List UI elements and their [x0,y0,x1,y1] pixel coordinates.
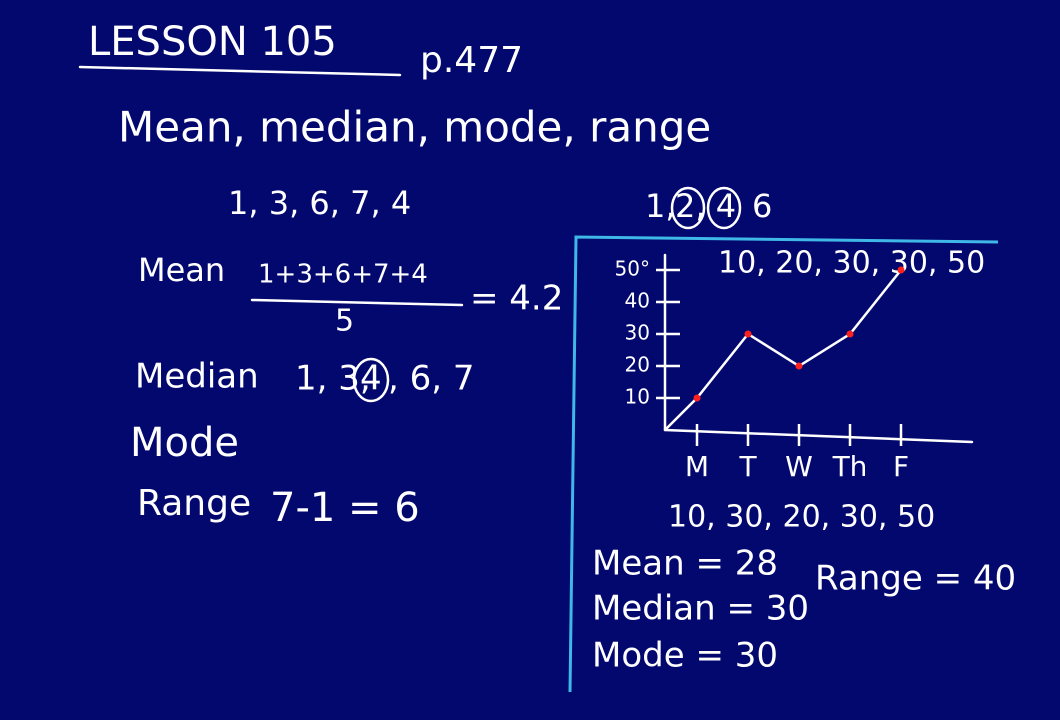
divider [568,235,999,693]
x-axis [663,428,974,444]
mean-numerator: 1+3+6+7+4 [258,260,428,290]
mean-label: Mean [138,251,225,289]
mode-result: Mode = 30 [592,636,778,676]
x-tick-label: F [893,450,909,483]
data-point [744,330,752,338]
data-point [897,266,905,274]
median-middle: 4 [360,359,382,399]
data-point [795,362,803,370]
data-point [693,394,701,402]
y-tick-label: 30 [625,321,650,345]
median-after: , 6, 7 [388,359,475,399]
right-data-middle: 2, 4 [675,187,736,225]
mode-label: Mode [130,420,239,466]
y-tick-label: 40 [625,289,650,313]
x-tick-label: M [685,450,709,483]
circle-4 [706,186,742,230]
median-result: Median = 30 [592,589,809,629]
circle-2 [670,186,706,230]
range-calc: 7-1 = 6 [270,485,420,531]
mean-result: = 4.2 [470,279,563,319]
y-tick-label: 20 [625,353,650,377]
page-number: p.477 [420,40,523,81]
left-data: 1, 3, 6, 7, 4 [228,184,411,222]
plot: 10 20 30 40 50° M T W Th F [615,257,910,484]
data-point [846,330,854,338]
mean-result: Mean = 28 [592,544,778,584]
topic: Mean, median, mode, range [118,103,711,152]
data-line [664,269,902,431]
mean-denominator: 5 [335,304,354,339]
median-label: Median [135,357,259,397]
x-tick-label: Th [832,450,868,483]
title-underline [78,65,402,77]
y-tick-label: 10 [625,385,650,409]
fraction-bar [250,298,464,307]
x-tick-label: T [738,450,757,483]
y-tick-label: 50° [615,257,650,281]
sorted-data: 10, 20, 30, 30, 50 [718,246,985,281]
median-circle [352,357,390,403]
range-label: Range [137,483,251,524]
right-data-end: 6 [752,187,772,225]
range-result: Range = 40 [815,559,1016,599]
x-tick-label: W [785,450,813,483]
lesson-title: LESSON 105 [88,19,337,65]
right-data-start: 1, [645,187,676,225]
raw-data: 10, 30, 20, 30, 50 [668,500,935,535]
